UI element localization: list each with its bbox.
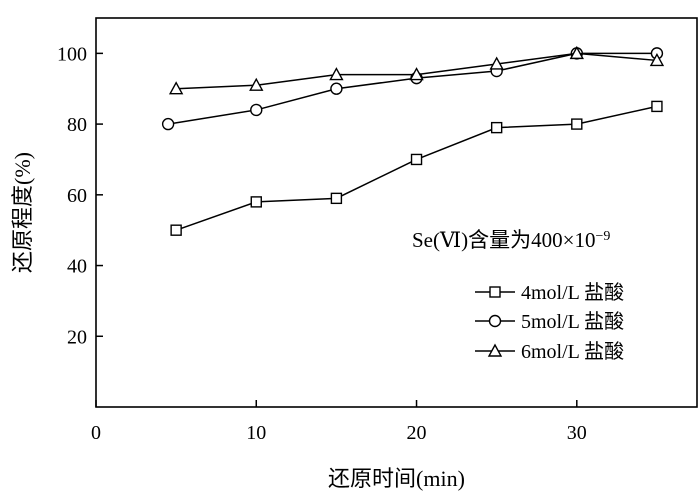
x-axis-label: 还原时间(min) bbox=[328, 466, 465, 491]
series-circle bbox=[161, 47, 664, 131]
legend-item: 5mol/L 盐酸 bbox=[475, 310, 624, 333]
x-tick-label: 20 bbox=[407, 422, 427, 444]
square-marker bbox=[330, 192, 343, 205]
square-marker bbox=[250, 196, 262, 208]
series-layer bbox=[161, 45, 665, 236]
annotation-superscript: −9 bbox=[595, 229, 610, 244]
legend-label: 4mol/L 盐酸 bbox=[521, 281, 624, 304]
triangle-marker bbox=[409, 67, 424, 81]
y-tick-label: 80 bbox=[67, 114, 87, 136]
triangle-marker bbox=[168, 81, 184, 95]
square-marker bbox=[651, 100, 663, 113]
legend-item: 6mol/L 盐酸 bbox=[475, 340, 624, 363]
legend-label: 6mol/L 盐酸 bbox=[521, 340, 624, 363]
circle-marker bbox=[250, 103, 263, 117]
concentration-annotation: Se(Ⅵ)含量为400×10−9 bbox=[412, 228, 610, 252]
series-line bbox=[168, 52, 657, 125]
triangle-marker bbox=[569, 45, 584, 60]
square-marker bbox=[490, 121, 503, 134]
triangle-marker bbox=[489, 56, 504, 70]
y-axis-label: 还原程度(%) bbox=[10, 152, 35, 273]
legend: 4mol/L 盐酸 5mol/L 盐酸 6mol/L 盐酸 bbox=[475, 281, 624, 363]
series-line bbox=[175, 105, 658, 231]
triangle-marker bbox=[329, 67, 344, 81]
square-marker bbox=[489, 286, 501, 298]
y-tick-label: 60 bbox=[67, 185, 87, 207]
square-marker bbox=[170, 224, 182, 236]
circle-marker bbox=[488, 314, 502, 328]
series-triangle bbox=[168, 45, 665, 95]
square-marker bbox=[410, 153, 423, 166]
axis-ticks: 0 10 20 30 20 40 60 80 100 bbox=[57, 43, 587, 444]
square-marker bbox=[571, 118, 583, 130]
triangle-marker bbox=[487, 343, 503, 357]
y-tick-label: 40 bbox=[67, 256, 87, 278]
circle-marker bbox=[161, 117, 175, 131]
series-square bbox=[170, 100, 663, 236]
plot-frame bbox=[95, 17, 698, 408]
triangle-marker bbox=[249, 77, 264, 91]
annotation-main-text: Se(Ⅵ)含量为400×10 bbox=[412, 228, 595, 252]
x-tick-label: 0 bbox=[91, 422, 101, 444]
y-tick-label: 100 bbox=[57, 43, 87, 65]
legend-item: 4mol/L 盐酸 bbox=[475, 281, 624, 304]
y-tick-label: 20 bbox=[67, 326, 87, 348]
x-tick-label: 30 bbox=[567, 422, 587, 444]
legend-label: 5mol/L 盐酸 bbox=[521, 310, 624, 333]
triangle-marker bbox=[649, 52, 665, 67]
x-tick-label: 10 bbox=[246, 422, 266, 444]
circle-marker bbox=[330, 82, 343, 95]
